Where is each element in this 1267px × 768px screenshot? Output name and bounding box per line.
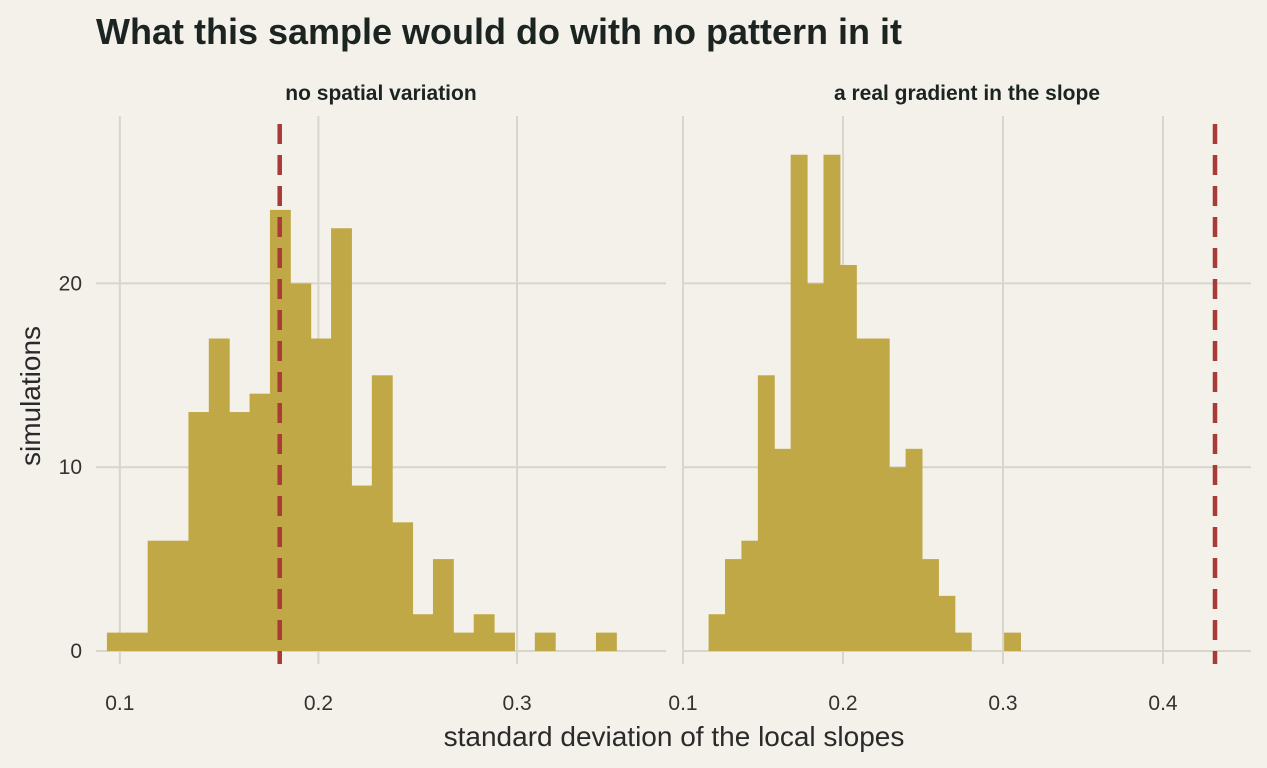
panel-1-bar <box>310 338 332 651</box>
panel-1-bar <box>331 228 352 651</box>
panel-2-bar <box>839 265 857 651</box>
panel-1-bar <box>412 614 434 651</box>
panels: no spatial variation 0.1 0.2 0.3 0 10 20 a real… <box>59 82 1251 715</box>
panel-1-bar <box>269 209 291 652</box>
panel-1-bar <box>229 412 251 651</box>
panel-1-x-tick-label: 0.1 <box>105 692 134 715</box>
y-tick-label: 0 <box>70 640 82 663</box>
panel-1-bar <box>208 338 230 651</box>
panel-2-x-tick-label: 0.4 <box>1148 692 1178 715</box>
panel-2-x-tick-label: 0.3 <box>988 692 1017 715</box>
y-tick-label: 20 <box>59 272 82 295</box>
chart-title: What this sample would do with no patter… <box>96 11 902 52</box>
y-tick-label: 10 <box>59 456 82 479</box>
panel-2: a real gradient in the slope 0.1 0.2 0.3 0.4 <box>668 82 1251 715</box>
panel-1-bar <box>453 632 475 651</box>
panel-2-bar <box>823 154 841 651</box>
panel-2-x-tick-label: 0.2 <box>828 692 857 715</box>
panel-1-x-tick-label: 0.3 <box>502 692 531 715</box>
panel-2-bar <box>741 540 759 651</box>
panel-2-bar <box>1004 632 1022 651</box>
y-axis-label: simulations <box>15 326 46 466</box>
panel-1-bar <box>473 614 495 651</box>
panel-2-x-tick-label: 0.1 <box>668 692 697 715</box>
panel-1-bar <box>351 485 373 651</box>
x-axis-label: standard deviation of the local slopes <box>444 721 905 752</box>
panel-2-bar <box>938 595 956 651</box>
panel-2-bar <box>725 559 742 651</box>
panel-1-bar <box>371 375 393 651</box>
panel-2-bar <box>922 559 939 651</box>
panel-2-bar <box>889 467 907 651</box>
panel-1: no spatial variation 0.1 0.2 0.3 0 10 20 <box>59 82 666 715</box>
panel-1-bar <box>392 522 414 651</box>
panel-1-bar <box>147 540 169 651</box>
panel-1-bar <box>249 393 271 651</box>
panel-1-x-tick-label: 0.2 <box>304 692 333 715</box>
panel-1-bar <box>127 632 149 651</box>
panel-2-bar <box>856 338 874 651</box>
panel-1-bar <box>432 559 454 651</box>
panel-1-strip-title: no spatial variation <box>285 82 476 105</box>
panel-1-bar <box>494 632 515 651</box>
panel-1-bar <box>534 632 556 651</box>
panel-2-bar <box>790 154 808 651</box>
panel-1-bar <box>188 412 210 651</box>
panel-1-bar <box>290 283 312 651</box>
panel-2-bar <box>872 338 890 651</box>
panel-2-bar <box>708 614 726 651</box>
panel-2-bar <box>757 375 775 651</box>
panel-2-bar <box>905 448 923 651</box>
panel-1-bar <box>168 540 189 651</box>
panel-2-bar <box>954 632 972 651</box>
panel-2-bar <box>774 448 792 651</box>
panel-1-bar <box>595 632 617 651</box>
panel-2-bar <box>807 283 825 651</box>
panel-1-bar <box>106 632 128 651</box>
panel-2-strip-title: a real gradient in the slope <box>834 82 1100 105</box>
